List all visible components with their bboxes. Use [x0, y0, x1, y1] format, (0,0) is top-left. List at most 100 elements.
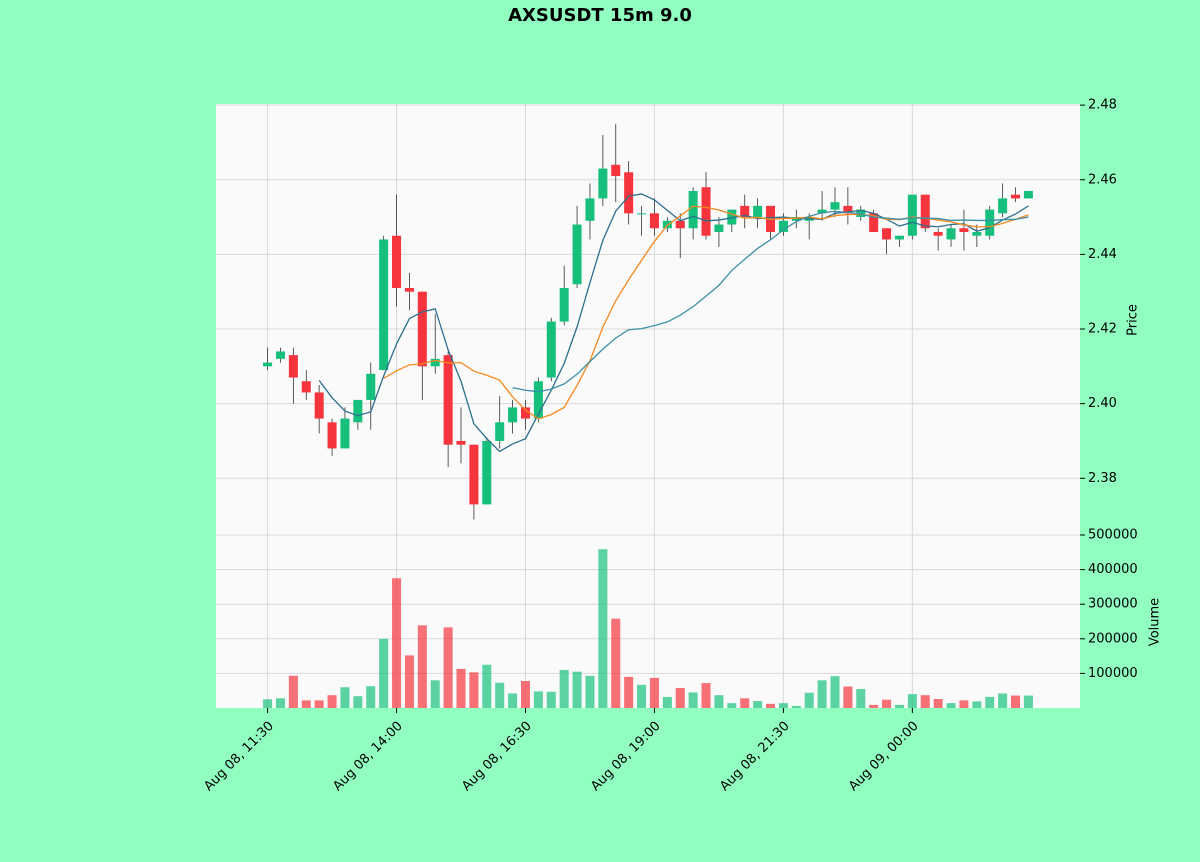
candle-body: [1011, 194, 1021, 199]
volume-bar: [340, 687, 350, 708]
volume-bar: [443, 627, 453, 708]
volume-bar: [379, 638, 389, 708]
candle-body: [392, 235, 402, 288]
candle-body: [920, 194, 930, 229]
y-tick-label: 2.42: [1088, 322, 1117, 337]
y-tick-label: 200000: [1088, 631, 1138, 646]
volume-bar: [353, 696, 363, 708]
price-axis-label: Price: [1126, 304, 1141, 336]
candle-body: [688, 190, 698, 229]
volume-bar: [882, 699, 892, 708]
candle-body: [778, 220, 788, 232]
candle-body: [972, 231, 982, 236]
volume-bar: [959, 700, 969, 708]
candle-body: [624, 172, 634, 214]
candle-body: [727, 209, 737, 225]
volume-bar: [624, 676, 634, 708]
x-tick-label: Aug 08, 11:30: [201, 719, 277, 795]
y-tick-label: 2.46: [1088, 172, 1117, 187]
y-tick-label: 2.44: [1088, 247, 1117, 262]
volume-bar: [998, 693, 1008, 708]
y-tick-label: 2.38: [1088, 471, 1117, 486]
volume-bar: [301, 700, 311, 708]
candle-body: [301, 381, 311, 393]
x-tick-label: Aug 08, 21:30: [717, 719, 793, 795]
volume-bar: [946, 703, 956, 708]
volume-bar: [920, 695, 930, 708]
price-panel: [216, 104, 1080, 535]
x-tick-label: Aug 08, 14:00: [330, 719, 406, 795]
candle-body: [288, 355, 298, 378]
candle-body: [830, 202, 840, 210]
candle-body: [856, 209, 866, 218]
volume-bar: [869, 704, 879, 708]
moving-average-line: [318, 193, 1029, 453]
volume-bar: [559, 669, 569, 708]
candle-body: [817, 209, 827, 214]
volume-bar: [675, 687, 685, 708]
volume-bar: [520, 681, 531, 708]
candle-body: [701, 187, 711, 236]
x-tick-label: Aug 08, 16:30: [459, 719, 535, 795]
volume-bar: [585, 675, 595, 708]
chart-title: AXSUSDT 15m 9.0: [508, 5, 692, 26]
candle-body: [533, 381, 543, 419]
volume-bar: [314, 700, 324, 708]
candle-body: [314, 392, 324, 419]
volume-bar: [598, 549, 608, 708]
candle-body: [637, 213, 647, 215]
candle-body: [353, 399, 363, 423]
candle-body: [598, 168, 608, 199]
y-tick-label: 400000: [1088, 562, 1138, 577]
volume-bar: [714, 695, 724, 708]
y-tick-label: 2.48: [1088, 98, 1117, 113]
volume-bar: [985, 696, 995, 708]
candle-body: [508, 407, 518, 423]
candle-body: [882, 228, 892, 240]
candle-body: [675, 220, 685, 229]
volume-bar: [469, 672, 479, 708]
volume-bar: [482, 664, 492, 708]
y-tick-label: 100000: [1088, 666, 1138, 681]
candle-body: [985, 209, 995, 236]
volume-bar: [649, 677, 659, 708]
candle-body: [933, 231, 943, 236]
candle-body: [469, 444, 479, 505]
volume-bar: [662, 696, 672, 708]
candle-body: [894, 235, 904, 240]
candle-body: [572, 224, 582, 285]
volume-bar: [366, 686, 376, 708]
candle-body: [443, 355, 453, 445]
candle-body: [520, 407, 531, 419]
volume-bar: [288, 675, 298, 708]
volume-bar: [637, 684, 647, 708]
volume-panel: [216, 535, 1080, 708]
candle-body: [275, 351, 285, 359]
candle-body: [649, 213, 659, 229]
candle-body: [430, 358, 440, 367]
candle-body: [869, 213, 879, 232]
candle-body: [340, 418, 350, 449]
volume-bar: [688, 692, 698, 708]
volume-bar: [404, 655, 414, 708]
volume-bar: [972, 701, 982, 708]
volume-bar: [843, 686, 853, 708]
moving-average-line: [512, 210, 1029, 393]
candle-body: [456, 440, 466, 445]
candle-body: [263, 362, 273, 367]
candle-body: [379, 239, 389, 371]
candle-body: [907, 194, 917, 236]
candle-body: [404, 287, 414, 292]
volume-bar: [817, 680, 827, 708]
volume-bar: [856, 688, 866, 708]
volume-bar: [765, 703, 776, 708]
volume-bar: [417, 625, 427, 708]
candle-body: [843, 205, 853, 214]
volume-bar: [830, 676, 840, 708]
candle-body: [559, 287, 569, 322]
candle-body: [495, 422, 505, 441]
y-tick-label: 300000: [1088, 597, 1138, 612]
volume-bar: [727, 703, 737, 708]
volume-bar: [701, 683, 711, 708]
